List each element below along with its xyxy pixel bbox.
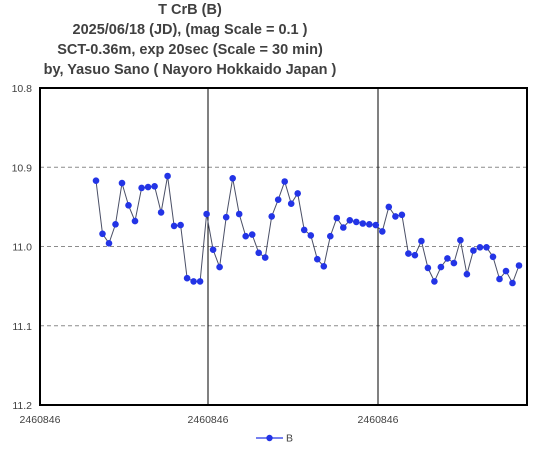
data-point (157, 209, 165, 216)
data-point (151, 183, 158, 190)
data-point (450, 259, 458, 267)
title-line-1: T CrB (B) (158, 2, 222, 18)
data-point (287, 200, 295, 207)
data-point (242, 232, 249, 240)
data-point (457, 236, 464, 244)
legend-marker (266, 434, 273, 442)
data-point (222, 213, 230, 221)
data-point (248, 231, 256, 238)
data-point (366, 221, 373, 228)
data-point (118, 179, 126, 187)
data-point (268, 213, 276, 220)
y-tick-label: 11.0 (12, 242, 32, 254)
x-tick-label: 2460846 (20, 414, 61, 426)
grid-lines (40, 166, 527, 327)
data-point (502, 267, 510, 275)
plot-frame (39, 87, 528, 406)
data-point (164, 172, 171, 180)
data-point (359, 220, 367, 227)
legend-label: B (286, 433, 293, 445)
data-point (405, 250, 412, 257)
data-point (190, 278, 197, 285)
legend: B (256, 433, 293, 445)
data-point (131, 217, 139, 225)
data-point (379, 228, 386, 235)
data-point (333, 214, 341, 222)
y-tick-label: 11.2 (12, 400, 32, 412)
data-point (353, 218, 360, 226)
data-point (281, 178, 289, 185)
data-point (483, 244, 490, 251)
data-point (470, 247, 477, 254)
series-line (95, 175, 520, 285)
data-point (105, 240, 113, 247)
y-tick-label: 11.1 (12, 321, 32, 333)
chart-title: T CrB (B) 2025/06/18 (JD), (mag Scale = … (0, 0, 380, 80)
data-point (444, 255, 451, 262)
y-tick-label: 10.8 (12, 83, 33, 95)
data-point (314, 255, 321, 263)
data-point (489, 253, 497, 261)
y-tick-label: 10.9 (12, 162, 33, 174)
data-point (294, 190, 302, 197)
data-point (112, 221, 119, 228)
data-point (196, 278, 204, 285)
data-point (476, 244, 484, 251)
data-point (437, 263, 445, 271)
data-point (515, 262, 523, 269)
x-tick-label: 2460846 (358, 414, 399, 426)
data-point (424, 264, 432, 272)
data-point (496, 275, 503, 283)
title-line-2: 2025/06/18 (JD), (mag Scale = 0.1 ) (72, 22, 308, 38)
data-point (209, 246, 217, 253)
data-point (99, 230, 106, 238)
data-point (177, 221, 184, 229)
data-point (144, 183, 152, 191)
data-point (327, 232, 334, 240)
x-tick-label: 2460846 (188, 414, 229, 426)
data-point (300, 226, 308, 234)
data-point (170, 222, 178, 230)
data-point (509, 279, 516, 287)
data-point (372, 221, 380, 229)
y-axis-tick-labels: 10.8 10.9 11.0 11.1 11.2 (12, 83, 33, 412)
data-point (203, 210, 210, 218)
series-b (92, 172, 523, 287)
data-point (235, 210, 243, 218)
data-point (320, 263, 328, 270)
data-point (138, 184, 145, 192)
data-point (183, 274, 191, 282)
data-point (261, 254, 269, 261)
data-point (398, 211, 406, 219)
title-line-3: SCT-0.36m, exp 20sec (Scale = 30 min) (57, 42, 323, 58)
data-point (385, 203, 393, 211)
data-point (392, 213, 399, 220)
data-point (463, 270, 471, 278)
data-point (274, 196, 282, 203)
data-point (216, 263, 223, 271)
x-tick-lines (207, 88, 379, 405)
data-point (340, 224, 347, 231)
data-point (92, 177, 100, 184)
data-point (255, 249, 262, 257)
data-point (431, 278, 438, 285)
data-point (418, 237, 425, 245)
title-line-4: by, Yasuo Sano ( Nayoro Hokkaido Japan ) (43, 62, 337, 78)
data-point (411, 251, 419, 259)
data-point (229, 175, 236, 182)
data-point (346, 217, 354, 224)
x-axis-tick-labels: 2460846 2460846 2460846 (20, 414, 399, 426)
data-point (307, 232, 315, 239)
data-point (125, 202, 132, 209)
